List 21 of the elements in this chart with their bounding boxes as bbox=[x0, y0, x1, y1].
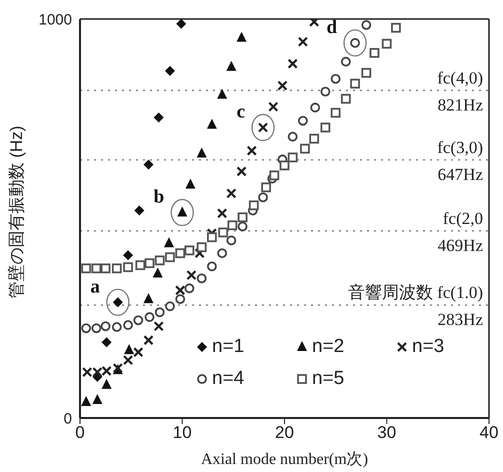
x-tick-label: 40 bbox=[480, 423, 498, 442]
legend-label: n=3 bbox=[412, 336, 444, 358]
legend-label: n=4 bbox=[212, 368, 244, 390]
ref-line-label: fc(3,0) 647Hz bbox=[437, 138, 484, 184]
x-tick-label: 10 bbox=[172, 423, 192, 442]
y-tick-label: 1000 bbox=[38, 11, 72, 28]
x-tick-label: 20 bbox=[275, 423, 294, 442]
annotation: c bbox=[236, 102, 246, 123]
legend-label: n=1 bbox=[212, 336, 244, 358]
legend-label: n=2 bbox=[312, 336, 344, 358]
annotation: d bbox=[326, 16, 338, 38]
x-tick-label: 0 bbox=[75, 423, 85, 442]
annotation: a bbox=[90, 276, 100, 298]
ref-line-label: fc(4,0) 821Hz bbox=[437, 68, 484, 114]
x-tick-label: 30 bbox=[377, 423, 396, 442]
annotation: b bbox=[154, 186, 164, 208]
ref-line-label: fc(2,0 469Hz bbox=[438, 208, 484, 255]
legend-label: n=5 bbox=[312, 368, 344, 390]
y-axis-title: 管壁の固有振動数 (Hz) bbox=[7, 126, 26, 298]
ref-line-label: 音響周波数 fc(1.0) 283Hz bbox=[348, 283, 484, 330]
x-axis-title: Axial mode number(m次) bbox=[200, 451, 368, 468]
